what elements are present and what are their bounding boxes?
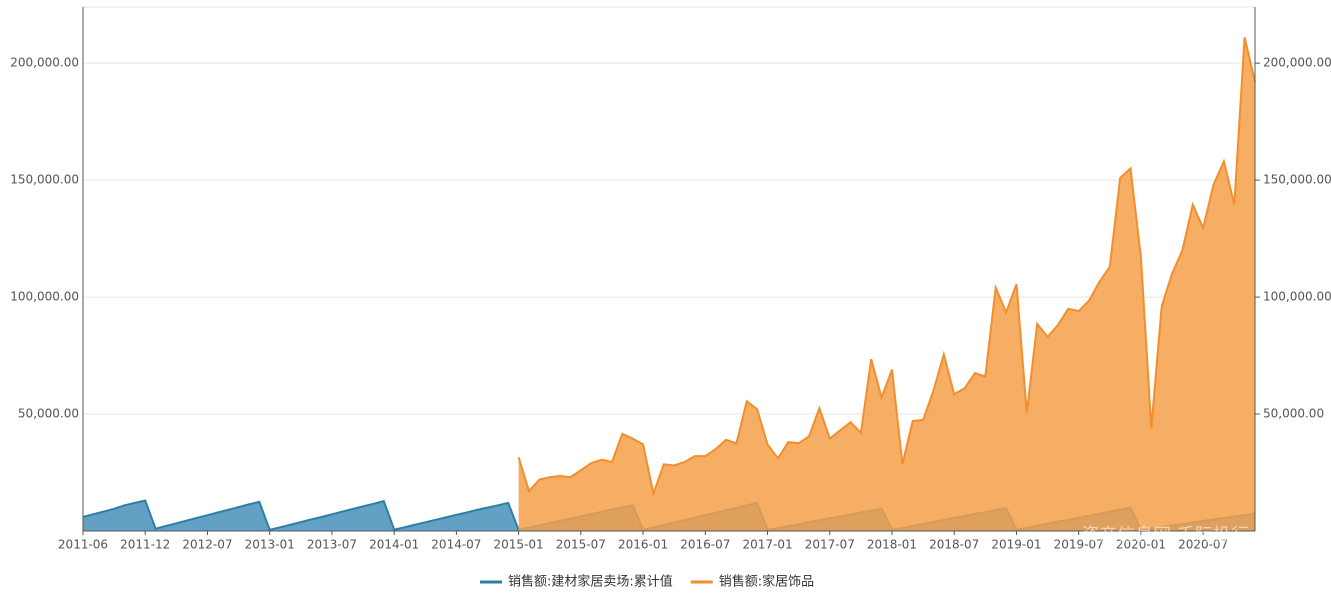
- x-tick-label: 2015-07: [556, 538, 606, 552]
- x-tick-label: 2013-07: [307, 538, 357, 552]
- x-tick-label: 2015-01: [494, 538, 544, 552]
- y2-tick-label: 200,000.00: [1263, 56, 1331, 70]
- x-tick-label: 2014-07: [431, 538, 481, 552]
- x-tick-label: 2017-01: [742, 538, 792, 552]
- y2-tick-label: 100,000.00: [1263, 290, 1331, 304]
- x-tick-label: 2016-07: [680, 538, 730, 552]
- legend-label: 销售额:建材家居卖场:累计值: [508, 574, 673, 590]
- x-tick-label: 2020-07: [1178, 538, 1228, 552]
- y2-tick-label: 50,000.00: [1263, 407, 1324, 421]
- series-line: [517, 37, 1256, 498]
- x-tick-label: 2018-01: [867, 538, 917, 552]
- y-tick-label: 200,000.00: [10, 56, 79, 70]
- legend-item: 销售额:建材家居卖场:累计值: [480, 574, 673, 590]
- area-fill: [518, 37, 1255, 532]
- x-tick-label: 2012-07: [182, 538, 232, 552]
- watermark: 资产信息网 千际投行: [1081, 525, 1249, 546]
- x-tick-label: 2017-07: [805, 538, 855, 552]
- x-tick-label: 2020-01: [1116, 538, 1166, 552]
- x-tick-label: 2019-07: [1054, 538, 1104, 552]
- x-tick-label: 2011-06: [58, 538, 108, 552]
- x-tick-label: 2014-01: [369, 538, 419, 552]
- x-tick-label: 2018-07: [929, 538, 979, 552]
- y-tick-label: 100,000.00: [10, 290, 79, 304]
- x-tick-label: 2013-01: [245, 538, 295, 552]
- y2-tick-label: 150,000.00: [1263, 173, 1331, 187]
- y-tick-label: 150,000.00: [10, 173, 79, 187]
- x-tick-label: 2016-01: [618, 538, 668, 552]
- legend-label: 销售额:家居饰品: [719, 574, 814, 590]
- x-tick-label: 2019-01: [991, 538, 1041, 552]
- x-tick-label: 2011-12: [120, 538, 170, 552]
- legend-item: 销售额:家居饰品: [690, 574, 814, 590]
- y-tick-label: 50,000.00: [18, 407, 79, 421]
